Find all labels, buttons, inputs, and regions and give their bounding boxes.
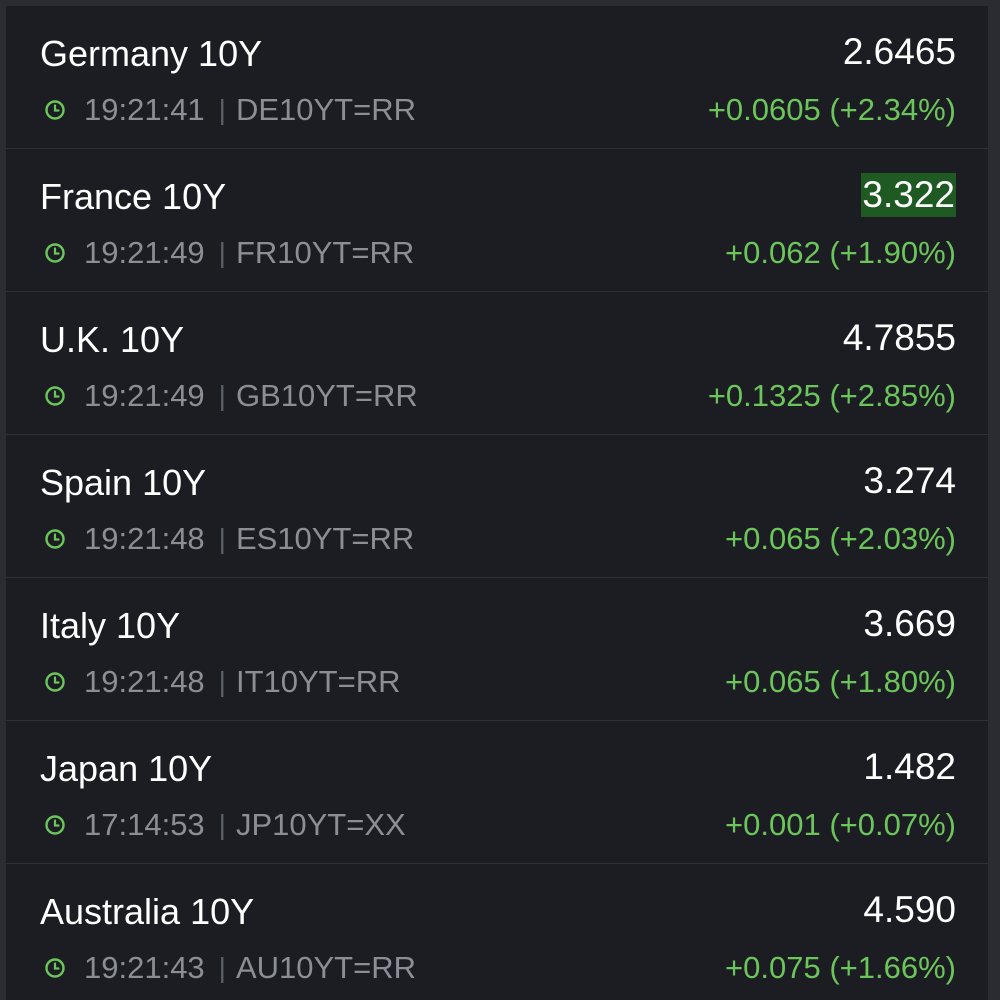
instrument-ric: DE10YT=RR — [235, 92, 416, 127]
instrument-ric: AU10YT=RR — [235, 950, 416, 985]
clock-icon — [45, 815, 65, 835]
instrument-name: Spain 10Y — [40, 462, 207, 503]
meta-separator: | — [218, 237, 226, 268]
quote-time: 19:21:49 — [84, 235, 205, 270]
instrument-name: Australia 10Y — [40, 891, 255, 932]
instrument-ric: GB10YT=RR — [235, 378, 418, 413]
clock-icon — [45, 672, 65, 692]
price-change: +0.001 (+0.07%) — [725, 807, 956, 842]
price-change: +0.062 (+1.90%) — [725, 235, 956, 270]
instrument-name: Japan 10Y — [40, 748, 213, 789]
quote-row-france[interactable]: France 10Y 3.322 19:21:49 | FR10YT=RR +0… — [6, 149, 988, 292]
quote-time: 17:14:53 — [84, 807, 205, 842]
meta-separator: | — [218, 380, 226, 411]
quote-row-spain[interactable]: Spain 10Y 3.274 19:21:48 | ES10YT=RR +0.… — [6, 435, 988, 578]
quote-meta: 19:21:49 | FR10YT=RR — [44, 231, 414, 275]
instrument-ric: FR10YT=RR — [235, 235, 415, 270]
last-price: 2.6465 — [842, 31, 956, 72]
last-price: 3.322 — [861, 173, 956, 217]
instrument-name: Italy 10Y — [40, 605, 181, 646]
clock-icon — [45, 100, 65, 120]
clock-icon — [45, 529, 65, 549]
price-change: +0.065 (+1.80%) — [725, 664, 956, 699]
instrument-name: Germany 10Y — [40, 33, 263, 74]
quote-time: 19:21:41 — [84, 92, 205, 127]
quote-meta: 19:21:43 | AU10YT=RR — [44, 946, 416, 990]
meta-separator: | — [218, 523, 226, 554]
clock-icon — [45, 958, 65, 978]
price-change: +0.1325 (+2.85%) — [707, 378, 956, 413]
quote-meta: 17:14:53 | JP10YT=XX — [44, 803, 406, 847]
quote-row-japan[interactable]: Japan 10Y 1.482 17:14:53 | JP10YT=XX +0.… — [6, 721, 988, 864]
last-price: 1.482 — [863, 746, 956, 787]
last-price: 3.274 — [863, 460, 956, 501]
quote-time: 19:21:49 — [84, 378, 205, 413]
quote-row-australia[interactable]: Australia 10Y 4.590 19:21:43 | AU10YT=RR… — [6, 864, 988, 1000]
quote-meta: 19:21:49 | GB10YT=RR — [44, 374, 418, 418]
meta-separator: | — [218, 809, 226, 840]
instrument-name: U.K. 10Y — [40, 319, 185, 360]
quote-time: 19:21:48 — [84, 521, 205, 556]
clock-icon — [45, 386, 65, 406]
quote-list: Germany 10Y 2.6465 19:21:41 | DE10YT=RR … — [6, 6, 988, 1000]
quote-time: 19:21:48 — [84, 664, 205, 699]
meta-separator: | — [218, 666, 226, 697]
quote-row-uk[interactable]: U.K. 10Y 4.7855 19:21:49 | GB10YT=RR +0.… — [6, 292, 988, 435]
quote-meta: 19:21:48 | ES10YT=RR — [44, 517, 414, 561]
last-price: 3.669 — [863, 603, 956, 644]
meta-separator: | — [218, 952, 226, 983]
quote-row-italy[interactable]: Italy 10Y 3.669 19:21:48 | IT10YT=RR +0.… — [6, 578, 988, 721]
price-change: +0.0605 (+2.34%) — [707, 92, 956, 127]
instrument-ric: ES10YT=RR — [235, 521, 415, 556]
clock-icon — [45, 243, 65, 263]
last-price: 4.590 — [863, 889, 956, 930]
meta-separator: | — [218, 94, 226, 125]
price-change: +0.075 (+1.66%) — [725, 950, 956, 985]
quote-time: 19:21:43 — [84, 950, 205, 985]
instrument-name: France 10Y — [40, 176, 227, 217]
price-change: +0.065 (+2.03%) — [725, 521, 956, 556]
quote-row-germany[interactable]: Germany 10Y 2.6465 19:21:41 | DE10YT=RR … — [6, 6, 988, 149]
quote-meta: 19:21:41 | DE10YT=RR — [44, 88, 416, 132]
quote-meta: 19:21:48 | IT10YT=RR — [44, 660, 400, 704]
instrument-ric: JP10YT=XX — [235, 807, 406, 842]
last-price: 4.7855 — [842, 317, 956, 358]
instrument-ric: IT10YT=RR — [235, 664, 401, 699]
